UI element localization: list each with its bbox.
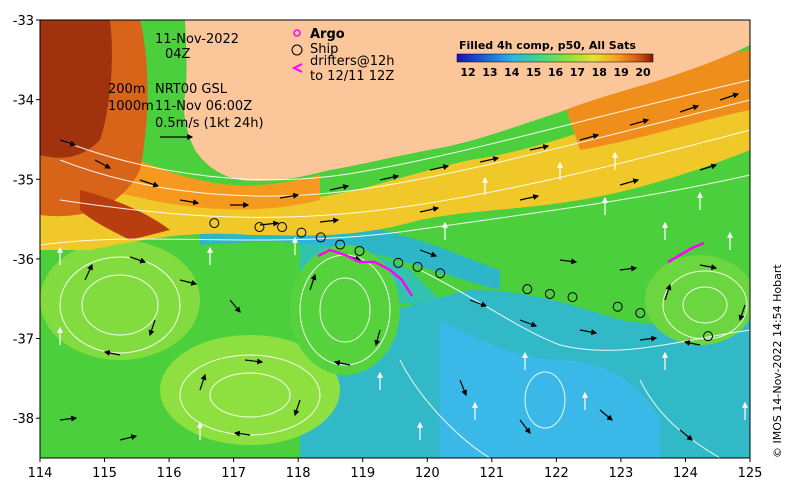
date-label: 11-Nov-2022: [155, 32, 239, 47]
eddy-east: [645, 255, 750, 345]
scale-label: 0.5m/s (1kt 24h): [155, 116, 264, 131]
x-tick-label: 114: [28, 466, 53, 481]
warm-east: [560, 50, 750, 150]
ship-marker: [612, 301, 623, 312]
model-label: NRT00 GSL: [155, 82, 228, 97]
x-tick-label: 119: [350, 466, 375, 481]
colorbar-tick-label: 14: [504, 66, 520, 79]
current-arrows: [59, 92, 746, 441]
ship-marker-icon: [291, 44, 303, 56]
drifter-tracks: [317, 241, 705, 297]
x-axis: 114 115 116 117 118 119 120 121 122 123 124 125: [28, 458, 763, 481]
colorbar-tick-label: 18: [592, 66, 607, 79]
ship-marker: [567, 292, 578, 303]
ship-marker: [354, 245, 365, 256]
colorbar-tick-label: 13: [482, 66, 497, 79]
ship-marker: [277, 222, 288, 233]
y-tick-label: -35: [13, 173, 34, 188]
colorbar-tick-label: 20: [635, 66, 651, 79]
colorbar-tick-label: 15: [526, 66, 541, 79]
x-tick-label: 117: [221, 466, 246, 481]
colorbar-tick-label: 17: [570, 66, 585, 79]
ship-marker: [544, 288, 555, 299]
hottest-water: [40, 20, 112, 158]
x-tick-label: 115: [92, 466, 117, 481]
deep-current-arrows: [57, 151, 748, 440]
x-tick-label: 122: [544, 466, 569, 481]
model-time: 11-Nov 06:00Z: [155, 99, 252, 114]
colorbar-title: Filled 4h comp, p50, All Sats: [459, 39, 636, 52]
x-tick-label: 123: [608, 466, 633, 481]
y-tick-label: -36: [13, 253, 34, 268]
plot-frame: [39, 19, 751, 459]
x-tick-label: 125: [738, 466, 763, 481]
y-tick-label: -34: [13, 94, 34, 109]
cool-water-core: [440, 320, 660, 458]
x-tick-label: 116: [157, 466, 182, 481]
ship-marker: [703, 331, 714, 342]
argo-marker-icon: [293, 29, 301, 37]
x-tick-label: 118: [286, 466, 311, 481]
colorbar-tick-label: 16: [548, 66, 564, 79]
eddy-west: [40, 240, 200, 360]
hot-filament: [80, 190, 170, 240]
depth-label-200: 200m: [108, 82, 145, 97]
colorbar-tick-label: 12: [460, 66, 475, 79]
cool-band: [200, 218, 500, 290]
y-axis: -33 -34 -35 -36 -37 -38: [13, 14, 40, 427]
legend-ship: Ship: [310, 42, 338, 57]
y-tick-label: -38: [13, 412, 34, 427]
legend-argo: Argo: [310, 27, 345, 42]
eddy-south: [160, 335, 340, 445]
ship-marker: [635, 308, 646, 319]
colorbar-tick-label: 19: [613, 66, 628, 79]
y-tick-label: -37: [13, 333, 34, 348]
credit-label: © IMOS 14-Nov-2022 14:54 Hobart: [771, 264, 784, 458]
ship-marker: [296, 227, 307, 238]
x-tick-label: 121: [479, 466, 504, 481]
ship-marker: [412, 261, 423, 272]
drifter-marker-icon: [291, 63, 303, 73]
ship-marker: [435, 268, 446, 279]
y-tick-label: -33: [13, 14, 34, 29]
colorbar: [456, 53, 654, 63]
ship-marker: [393, 257, 404, 268]
ship-marker: [315, 232, 326, 243]
ship-marker: [254, 222, 265, 233]
ship-track: [209, 218, 714, 342]
x-tick-label: 120: [415, 466, 440, 481]
legend-drifters-2: to 12/11 12Z: [310, 69, 394, 84]
time-label: 04Z: [165, 47, 191, 62]
eddy-center: [290, 245, 400, 375]
ship-marker: [522, 284, 533, 295]
colorbar-ticks: 12 13 14 15 16 17 18 19 20: [460, 66, 651, 79]
ship-marker: [335, 239, 346, 250]
legend-drifters-1: drifters@12h: [310, 54, 395, 69]
depth-label-1000: 1000m: [108, 99, 154, 114]
ship-marker: [209, 218, 220, 229]
x-tick-label: 124: [673, 466, 698, 481]
